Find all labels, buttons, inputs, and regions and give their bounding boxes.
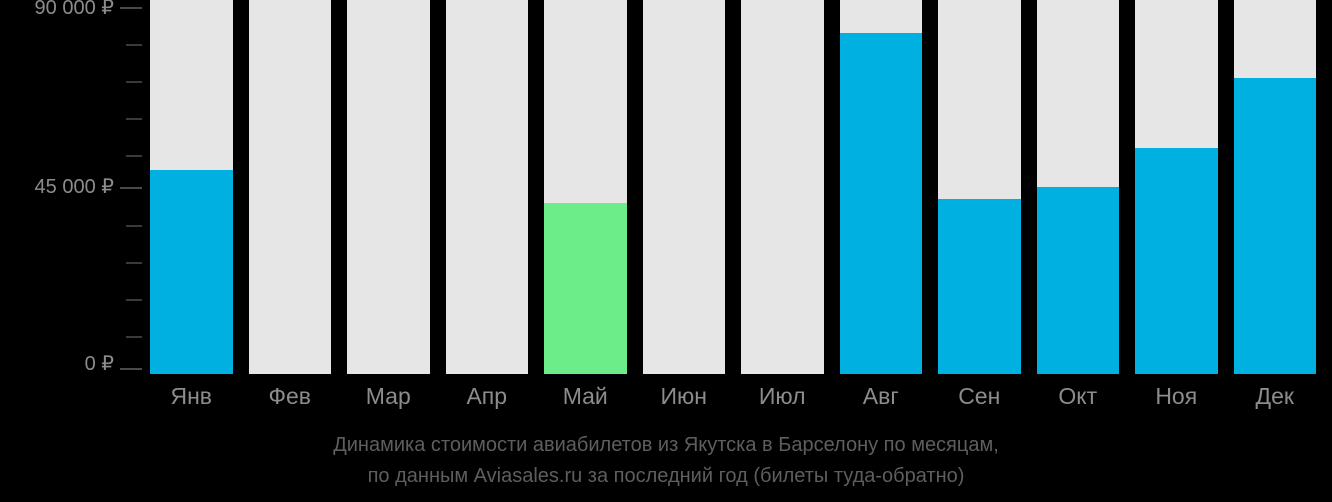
x-axis-label-фев: Фев	[268, 383, 312, 409]
x-axis-label-мар: Мар	[365, 383, 411, 409]
y-tick-minor-72000	[126, 81, 142, 83]
y-tick-major-0	[120, 368, 142, 370]
y-tick-minor-36000	[126, 225, 142, 227]
y-tick-minor-63000	[126, 118, 142, 120]
bar-value-сен[interactable]	[938, 199, 1021, 374]
plot-area	[150, 0, 1332, 374]
caption-line-1: Динамика стоимости авиабилетов из Якутск…	[333, 434, 999, 456]
y-tick-minor-9000	[126, 336, 142, 338]
bar-group-апр[interactable]	[445, 0, 528, 374]
bar-group-дек[interactable]	[1233, 0, 1316, 374]
bar-group-фев[interactable]	[248, 0, 331, 374]
bar-track	[642, 0, 725, 374]
bar-value-авг[interactable]	[839, 33, 922, 374]
x-axis-label-июн: Июн	[660, 383, 707, 409]
y-axis-label-0: 0 ₽	[84, 353, 114, 375]
bar-value-янв[interactable]	[150, 170, 233, 374]
chart-caption: Динамика стоимости авиабилетов из Якутск…	[0, 430, 1332, 492]
x-axis-label-май: Май	[562, 383, 608, 409]
y-axis-label-90000: 90 000 ₽	[34, 0, 114, 19]
bar-group-авг[interactable]	[839, 0, 922, 374]
bar-group-окт[interactable]	[1036, 0, 1119, 374]
bar-track	[347, 0, 430, 374]
x-axis-label-июл: Июл	[758, 383, 806, 409]
y-tick-minor-54000	[126, 155, 142, 157]
x-axis-label-янв: Янв	[170, 383, 213, 409]
bar-group-май[interactable]	[544, 0, 627, 374]
x-axis-label-дек: Дек	[1255, 383, 1294, 409]
y-axis: 90 000 ₽ 45 000 ₽ 0 ₽	[0, 0, 150, 380]
x-axis-label-окт: Окт	[1058, 383, 1098, 409]
bar-value-май[interactable]	[544, 203, 627, 374]
bar-group-июл[interactable]	[741, 0, 824, 374]
bar-group-ноя[interactable]	[1135, 0, 1218, 374]
y-tick-minor-27000	[126, 262, 142, 264]
bar-value-окт[interactable]	[1036, 187, 1119, 374]
y-axis-label-45000: 45 000 ₽	[34, 176, 114, 198]
bar-value-ноя[interactable]	[1135, 148, 1218, 374]
x-axis-label-апр: Апр	[466, 383, 508, 409]
caption-line-2: по данным Aviasales.ru за последний год …	[367, 465, 965, 487]
bar-group-июн[interactable]	[642, 0, 725, 374]
x-axis-label-сен: Сен	[958, 383, 1001, 409]
bar-track	[248, 0, 331, 374]
bar-group-мар[interactable]	[347, 0, 430, 374]
x-axis-label-ноя: Ноя	[1155, 383, 1198, 409]
bar-track	[741, 0, 824, 374]
y-tick-major-45000	[120, 187, 142, 189]
bar-group-янв[interactable]	[150, 0, 233, 374]
y-tick-major-90000	[120, 7, 142, 9]
bar-track	[445, 0, 528, 374]
bar-value-дек[interactable]	[1233, 78, 1316, 374]
y-tick-minor-18000	[126, 299, 142, 301]
x-axis: Янв Фев Мар Апр Май Июн Июл Авг Сен Окт Ноя Дек	[150, 380, 1332, 420]
bar-group-сен[interactable]	[938, 0, 1021, 374]
y-tick-minor-81000	[126, 44, 142, 46]
x-axis-label-авг: Авг	[862, 383, 899, 409]
